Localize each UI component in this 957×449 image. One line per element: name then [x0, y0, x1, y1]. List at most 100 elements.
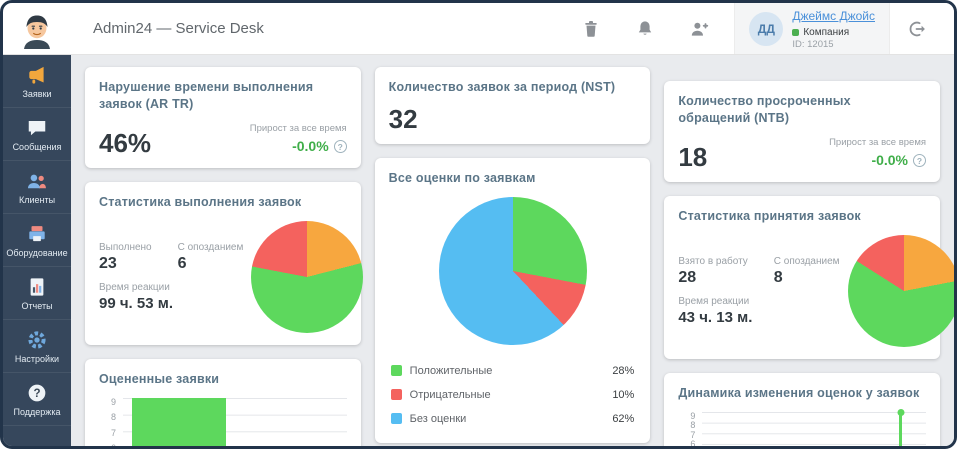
card-title: Количество заявок за период (NST)	[388, 80, 616, 94]
clients-icon	[27, 174, 46, 188]
growth-label: Прирост за все время	[829, 136, 927, 148]
rating-dynamics-chart	[702, 408, 927, 446]
sidebar-item-label: Клиенты	[18, 194, 56, 205]
growth-label: Прирост за все время	[249, 122, 347, 134]
sidebar-item-settings[interactable]: Настройки	[3, 320, 71, 373]
legend-label: Без оценки	[409, 412, 467, 425]
dashboard: Нарушение времени выполнения заявок (AR …	[71, 55, 954, 446]
sidebar-item-messages[interactable]: Сообщения	[3, 108, 71, 161]
metric-label: С опозданием	[773, 255, 840, 267]
sidebar-nav: Заявки Сообщения Клиенты	[3, 55, 71, 426]
user-avatar[interactable]: ДД	[749, 11, 784, 46]
sidebar-item-label: Заявки	[22, 88, 52, 99]
legend-item: Положительные 28%	[389, 359, 637, 383]
page-title: Admin24 — Service Desk	[93, 20, 264, 37]
legend-item: Без оценки 62%	[389, 407, 637, 431]
legend-value: 62%	[612, 412, 635, 425]
completion-pie-chart	[251, 220, 364, 333]
ntb-value: 18	[678, 141, 708, 172]
dashboard-column-2: Количество заявок за период (NST) 32 Все…	[374, 67, 651, 446]
nst-value: 32	[388, 103, 418, 134]
y-axis-ticks: 9876543210	[690, 410, 696, 446]
person-add-icon	[692, 22, 709, 36]
legend-value: 10%	[612, 388, 635, 401]
user-meta: Джеймс Джойс Компания ID: 12015	[792, 7, 875, 50]
dashboard-column-3: Количество просроченных обращений (NTB) …	[664, 81, 954, 446]
card-title: Статистика выполнения заявок	[99, 194, 302, 209]
help-circle-icon: ?	[28, 384, 46, 401]
sidebar-item-label: Оборудование	[6, 247, 68, 258]
legend-swatch-none	[390, 413, 402, 425]
artr-value: 46%	[99, 127, 152, 158]
metric-value: 43 ч. 13 м.	[678, 308, 753, 326]
sidebar-item-reports[interactable]: Отчеты	[3, 267, 71, 320]
help-icon[interactable]: ?	[333, 140, 347, 154]
legend-label: Отрицательные	[409, 388, 491, 401]
card-title: Динамика изменения оценок у заявок	[678, 385, 920, 400]
sidebar-item-requests[interactable]: Заявки	[3, 55, 71, 108]
sidebar-item-support[interactable]: ? Поддержка	[3, 373, 71, 426]
metric-label: Выполнено	[99, 241, 152, 253]
growth-block: Прирост за все время -0.0%?	[829, 136, 927, 170]
card-rated-requests: Оцененные заявки 9876543210	[85, 358, 361, 446]
metric-value: 28	[678, 268, 697, 286]
acceptance-metrics: Взято в работу 28 С опозданием 8 Время р…	[678, 256, 839, 326]
card-rating-dynamics: Динамика изменения оценок у заявок 98765…	[664, 372, 941, 446]
reports-icon	[30, 277, 44, 296]
acceptance-pie-chart	[847, 234, 954, 347]
gear-icon	[28, 330, 46, 349]
user-company-row: Компания	[792, 27, 875, 38]
trash-icon	[585, 20, 598, 37]
metric-value: 23	[99, 254, 117, 272]
legend-swatch-negative	[390, 389, 402, 401]
metric-label: С опозданием	[177, 241, 244, 253]
card-title: Все оценки по заявкам	[388, 170, 536, 185]
user-panel: ДД Джеймс Джойс Компания ID: 12015	[734, 3, 890, 54]
growth-value: -0.0%	[292, 137, 329, 154]
card-title: Нарушение времени выполнения заявок (AR …	[99, 80, 314, 111]
sidebar-item-label: Настройки	[14, 353, 60, 364]
equipment-icon	[29, 225, 45, 241]
user-id: ID: 12015	[792, 39, 834, 50]
user-name-link[interactable]: Джеймс Джойс	[792, 9, 875, 23]
bell-icon	[639, 20, 652, 35]
trash-button[interactable]	[575, 13, 607, 45]
company-status-dot	[792, 29, 800, 36]
completion-metrics: Выполнено 23 С опозданием 6 Время реакци…	[99, 242, 243, 312]
avatar-image	[17, 8, 57, 49]
help-icon[interactable]: ?	[913, 154, 927, 168]
notifications-button[interactable]	[629, 13, 661, 45]
card-nst: Количество заявок за период (NST) 32	[374, 67, 651, 144]
metric-value: 99 ч. 53 м.	[99, 294, 174, 312]
legend-swatch-positive	[390, 365, 402, 377]
ratings-legend: Положительные 28% Отрицательные 10% Без …	[389, 359, 637, 431]
legend-item: Отрицательные 10%	[389, 383, 637, 407]
metric-label: Время реакции	[678, 295, 750, 307]
card-completion-stats: Статистика выполнения заявок Выполнено 2…	[85, 181, 364, 345]
card-all-ratings: Все оценки по заявкам Положительные 28% …	[374, 157, 651, 443]
growth-value: -0.0%	[871, 151, 909, 168]
app-avatar[interactable]	[3, 3, 71, 55]
svg-text:?: ?	[33, 387, 40, 399]
sidebar-item-equipment[interactable]: Оборудование	[3, 214, 71, 267]
card-artr: Нарушение времени выполнения заявок (AR …	[85, 67, 361, 168]
rated-bar-chart	[123, 397, 347, 446]
add-user-button[interactable]	[683, 13, 715, 45]
metric-label: Время реакции	[99, 281, 170, 293]
logout-icon	[909, 21, 925, 36]
legend-value: 28%	[612, 364, 635, 377]
y-axis-ticks: 9876543210	[110, 396, 116, 446]
legend-label: Положительные	[409, 364, 493, 377]
sidebar-item-label: Сообщения	[12, 141, 62, 152]
metric-label: Взято в работу	[678, 255, 748, 267]
sidebar: Заявки Сообщения Клиенты	[3, 3, 71, 446]
card-title: Статистика принятия заявок	[678, 208, 861, 223]
chat-icon	[28, 120, 46, 135]
sidebar-item-clients[interactable]: Клиенты	[3, 161, 71, 214]
logout-button[interactable]	[901, 13, 933, 45]
metric-value: 8	[773, 268, 783, 286]
megaphone-icon	[29, 66, 44, 84]
ratings-pie-chart	[438, 196, 587, 345]
sidebar-item-label: Поддержка	[13, 406, 61, 417]
dashboard-column-1: Нарушение времени выполнения заявок (AR …	[85, 67, 364, 446]
